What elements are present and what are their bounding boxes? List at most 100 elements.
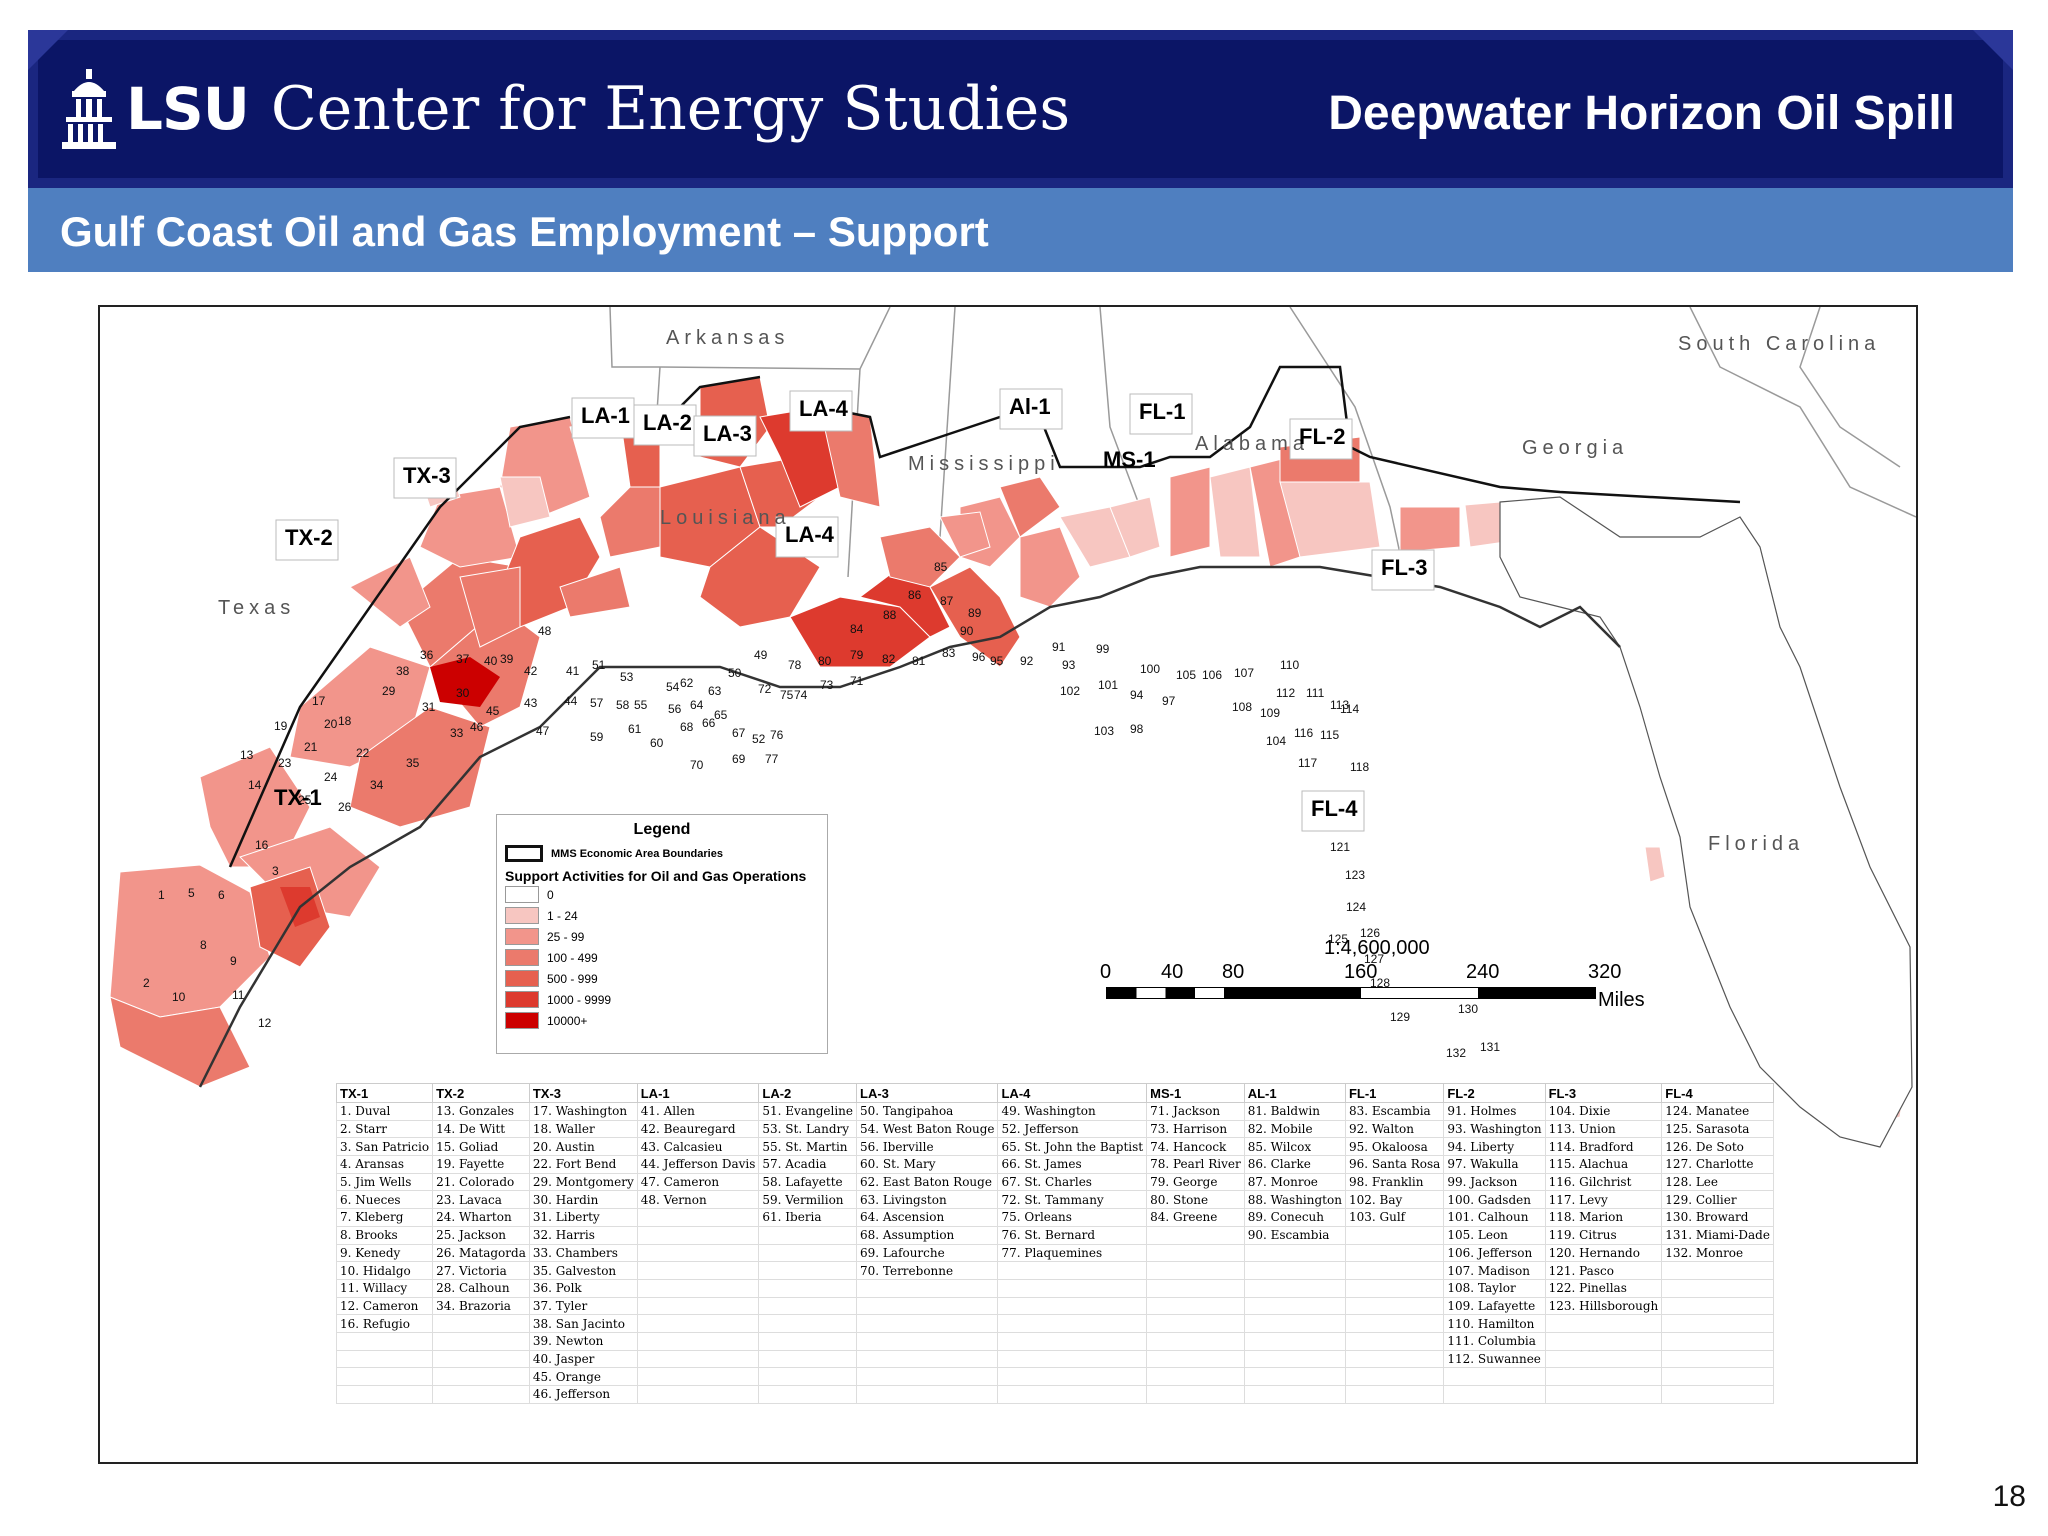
svg-text:5: 5	[188, 886, 195, 900]
county-cell: 26. Matagorda	[432, 1243, 530, 1263]
county-cell: 11. Willacy	[335, 1278, 434, 1298]
county-cell: 59. Vermilion	[758, 1190, 857, 1210]
county-cell	[1344, 1296, 1445, 1316]
table-row: 40. Jasper 112. Suwannee	[335, 1349, 1774, 1369]
county-cell: 78. Pearl River	[1146, 1155, 1245, 1174]
svg-text:61: 61	[628, 722, 642, 736]
county-cell	[1243, 1349, 1346, 1369]
county-cell: 43. Calcasieu	[636, 1137, 760, 1157]
svg-text:105: 105	[1176, 668, 1196, 682]
legend-class-row: 1 - 24	[505, 905, 827, 926]
legend-class-label: 10000+	[547, 1013, 588, 1028]
county-cell: 50. Tangipahoa	[855, 1102, 999, 1121]
county-cell	[1443, 1385, 1546, 1404]
county-cell	[997, 1331, 1148, 1351]
svg-text:31: 31	[422, 700, 436, 714]
legend-class-list: 0 1 - 24 25 - 99 100 - 499 500 - 999 1000 - 9…	[497, 884, 827, 1031]
county-cell	[1544, 1314, 1663, 1333]
table-row: 10. Hidalgo 27. Victoria 35. Galveston 70. …	[335, 1261, 1774, 1280]
svg-text:65: 65	[714, 708, 728, 722]
county-cell: 87. Monroe	[1243, 1172, 1346, 1192]
page-number: 18	[1992, 1480, 2026, 1513]
county-cell	[1146, 1331, 1245, 1351]
table-row: 4. Aransas 19. Fayette 22. Fort Bend 44. Je…	[335, 1155, 1774, 1174]
svg-text:39: 39	[500, 652, 514, 666]
county-cell: 18. Waller	[528, 1119, 638, 1139]
county-cell: 75. Orleans	[997, 1208, 1148, 1227]
county-cell: 82. Mobile	[1243, 1119, 1346, 1139]
county-cell	[997, 1296, 1148, 1316]
svg-text:109: 109	[1260, 706, 1280, 720]
legend-class-row: 100 - 499	[505, 947, 827, 968]
scale-bar: 1:4,600,000 0 40 80 160 240 320 Miles	[1098, 937, 1658, 1017]
county-cell	[1544, 1349, 1663, 1369]
table-row: 6. Nueces 23. Lavaca 30. Hardin 48. Vernon 5…	[335, 1190, 1774, 1210]
county-cell: 79. George	[1146, 1172, 1245, 1192]
svg-text:30: 30	[456, 686, 470, 700]
county-cell: 128. Lee	[1661, 1172, 1774, 1192]
scale-tick-label: 40	[1161, 961, 1184, 983]
county-cell: 5. Jim Wells	[335, 1172, 434, 1192]
svg-text:23: 23	[278, 756, 292, 770]
svg-text:77: 77	[765, 752, 779, 766]
svg-text:35: 35	[406, 756, 420, 770]
legend-class-label: 100 - 499	[547, 950, 598, 965]
county-cell: 1. Duval	[335, 1102, 434, 1121]
table-column-header: LA-3	[855, 1083, 999, 1103]
county-cell: 13. Gonzales	[432, 1102, 530, 1121]
county-cell	[1344, 1331, 1445, 1351]
county-cell: 74. Hancock	[1146, 1137, 1245, 1157]
county-cell: 98. Franklin	[1344, 1172, 1445, 1192]
county-cell	[758, 1349, 857, 1369]
svg-text:128: 128	[1370, 976, 1390, 990]
county-cell: 45. Orange	[528, 1367, 638, 1386]
svg-text:104: 104	[1266, 734, 1286, 748]
svg-text:19: 19	[274, 719, 288, 733]
county-cell	[1146, 1367, 1245, 1386]
county-cell: 14. De Witt	[432, 1119, 530, 1139]
county-cell: 103. Gulf	[1344, 1208, 1445, 1227]
county-cell: 2. Starr	[335, 1119, 434, 1139]
county-cell: 58. Lafayette	[758, 1172, 857, 1192]
county-cell: 39. Newton	[528, 1331, 638, 1351]
area-label-la-2: LA-2	[643, 410, 692, 435]
county-cell	[1243, 1367, 1346, 1386]
svg-text:125: 125	[1328, 932, 1348, 946]
county-cell: 22. Fort Bend	[528, 1155, 638, 1174]
county-cell	[335, 1349, 434, 1369]
county-cell: 104. Dixie	[1544, 1102, 1663, 1121]
county-cell	[432, 1385, 530, 1404]
county-cell	[855, 1314, 999, 1333]
county-cell	[1146, 1349, 1245, 1369]
svg-text:94: 94	[1130, 688, 1144, 702]
svg-text:14: 14	[248, 778, 262, 792]
county-cell	[758, 1367, 857, 1386]
table-column-header: TX-3	[528, 1083, 638, 1103]
svg-text:107: 107	[1234, 666, 1254, 680]
svg-text:101: 101	[1098, 678, 1118, 692]
county-cell: 121. Pasco	[1544, 1261, 1663, 1280]
area-label-tx-2: TX-2	[285, 525, 333, 550]
county-cell: 118. Marion	[1544, 1208, 1663, 1227]
county-cell	[1146, 1296, 1245, 1316]
county-cell: 35. Galveston	[528, 1261, 638, 1280]
memorial-tower-icon	[62, 69, 116, 149]
county-cell: 16. Refugio	[335, 1314, 434, 1333]
svg-text:13: 13	[240, 748, 254, 762]
svg-text:96: 96	[972, 650, 986, 664]
table-row: 7. Kleberg 24. Wharton 31. Liberty 61. Iber…	[335, 1208, 1774, 1227]
county-cell: 36. Polk	[528, 1278, 638, 1298]
svg-text:51: 51	[592, 658, 606, 672]
state-label-georgia: Georgia	[1522, 437, 1629, 459]
svg-text:64: 64	[690, 698, 704, 712]
county-cell	[758, 1243, 857, 1263]
table-column-header: LA-2	[758, 1083, 857, 1103]
county-cell	[1344, 1367, 1445, 1386]
svg-text:84: 84	[850, 622, 864, 636]
county-cell	[1243, 1243, 1346, 1263]
svg-text:21: 21	[304, 740, 318, 754]
scale-graphic	[1106, 987, 1596, 999]
